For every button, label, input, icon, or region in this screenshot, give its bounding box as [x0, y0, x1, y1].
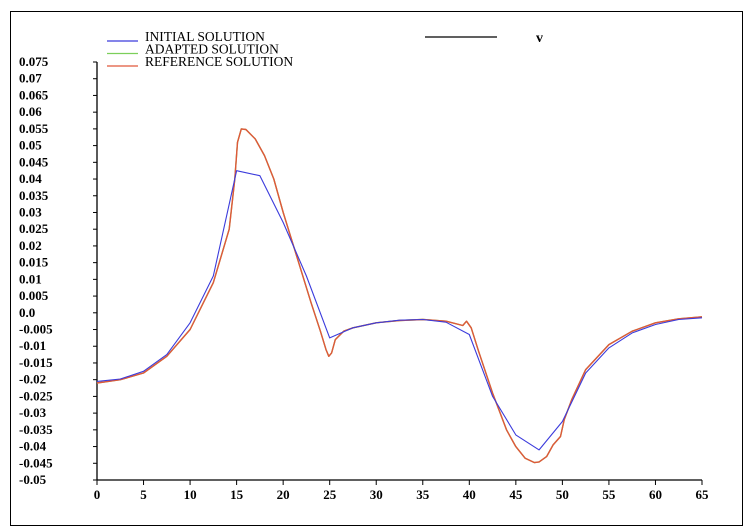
series-line-reference-solution [96, 128, 703, 464]
x-tick-label: 10 [184, 487, 197, 502]
legend-label: REFERENCE SOLUTION [145, 54, 293, 69]
y-tick-label: 0.055 [19, 121, 49, 136]
y-tick-label: 0.03 [19, 204, 42, 219]
legend-label: ADAPTED SOLUTION [145, 42, 279, 57]
y-tick-label: 0.075 [19, 54, 49, 69]
y-tick-label: 0.05 [19, 138, 42, 153]
y-tick-label: 0.07 [19, 71, 42, 86]
x-tick-label: 35 [416, 487, 430, 502]
variable-label-group: v [425, 31, 543, 46]
y-tick-label: -0.015 [19, 355, 53, 370]
x-tick-label: 0 [94, 487, 101, 502]
y-tick-label: -0.01 [19, 338, 46, 353]
x-tick-label: 65 [696, 487, 710, 502]
x-tick-label: 55 [602, 487, 616, 502]
x-tick-label: 25 [323, 487, 337, 502]
y-tick-label: 0.035 [19, 188, 49, 203]
variable-label: v [536, 31, 543, 46]
series-layer [96, 128, 703, 464]
y-tick-label: -0.03 [19, 405, 47, 420]
series-line-initial-solution [96, 170, 703, 451]
y-tick-label: -0.05 [19, 472, 47, 487]
y-tick-label: 0.065 [19, 87, 49, 102]
series-line-adapted-solution [96, 128, 703, 464]
y-tick-label: -0.005 [19, 322, 53, 337]
y-tick-label: 0.01 [19, 271, 42, 286]
y-tick-label: -0.045 [19, 455, 53, 470]
y-tick-label: 0.02 [19, 238, 42, 253]
y-tick-label: -0.04 [19, 439, 47, 454]
legend-label: INITIAL SOLUTION [145, 29, 265, 44]
x-tick-label: 45 [509, 487, 523, 502]
y-tick-label: 0.015 [19, 255, 49, 270]
y-tick-label: 0.025 [19, 221, 49, 236]
axes: 0.0750.070.0650.060.0550.050.0450.040.03… [19, 54, 709, 502]
y-tick-label: -0.025 [19, 388, 53, 403]
y-tick-label: -0.02 [19, 372, 46, 387]
x-tick-label: 50 [556, 487, 569, 502]
x-tick-label: 40 [463, 487, 476, 502]
x-tick-label: 5 [140, 487, 147, 502]
y-tick-label: 0.04 [19, 171, 42, 186]
x-tick-label: 60 [649, 487, 662, 502]
y-tick-label: 0.005 [19, 288, 49, 303]
y-tick-label: 0.0 [19, 305, 35, 320]
x-tick-label: 15 [230, 487, 244, 502]
y-tick-label: -0.035 [19, 422, 53, 437]
y-tick-label: 0.06 [19, 104, 42, 119]
plot-frame [10, 11, 743, 526]
x-tick-label: 30 [370, 487, 383, 502]
x-tick-label: 20 [277, 487, 290, 502]
y-tick-label: 0.045 [19, 154, 49, 169]
